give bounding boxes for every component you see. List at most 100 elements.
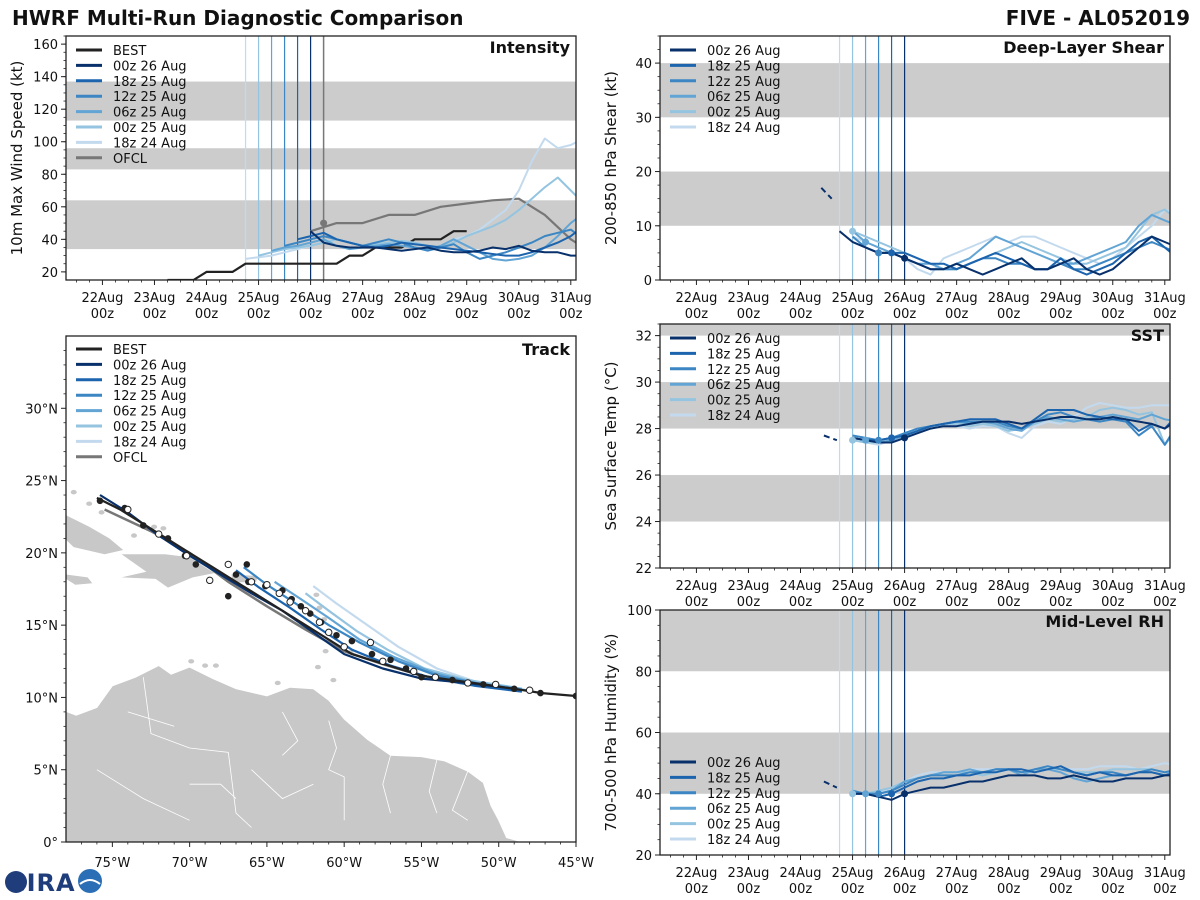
intensity-legend-label: 12z 25 Aug xyxy=(113,90,187,105)
intensity-legend-label: 00z 25 Aug xyxy=(113,121,187,136)
rh-ytick-label: 40 xyxy=(635,788,652,803)
shear-xtick-label: 00z xyxy=(737,307,761,322)
track-title: Track xyxy=(522,340,570,359)
rh-ylabel: 700-500 hPa Humidity (%) xyxy=(602,633,620,831)
figure-title: HWRF Multi-Run Diagnostic Comparison xyxy=(12,6,463,30)
sst-legend-label: 18z 24 Aug xyxy=(707,409,781,424)
shear-xtick-label: 31Aug xyxy=(1144,291,1186,306)
sst-xtick-label: 30Aug xyxy=(1092,579,1134,594)
track-open-dot xyxy=(224,560,232,569)
land-island xyxy=(70,489,77,495)
intensity-ytick-label: 80 xyxy=(41,168,58,183)
track-open-dot xyxy=(155,530,163,538)
rh-xtick-label: 27Aug xyxy=(936,866,978,881)
sst-xtick-label: 00z xyxy=(893,595,917,610)
track-best-dot xyxy=(418,673,425,681)
rh-xtick-label: 28Aug xyxy=(988,866,1030,881)
intensity-xtick-label: 23Aug xyxy=(134,291,176,306)
sst-init-marker-4 xyxy=(849,436,857,444)
rh-xtick-label: 00z xyxy=(893,882,917,897)
land-island xyxy=(313,592,320,597)
shear-series-line-1 xyxy=(852,235,1170,276)
rh-title: Mid-Level RH xyxy=(1045,612,1164,631)
track-best-dot xyxy=(333,631,340,639)
track-open-dot xyxy=(340,643,348,651)
shear-band-0 xyxy=(660,171,1170,226)
map-border xyxy=(142,677,252,828)
intensity-xtick-label: 26Aug xyxy=(290,291,332,306)
track-ytick-label: 5°N xyxy=(34,764,59,779)
sst-init-marker-1 xyxy=(888,434,896,442)
intensity-ofcl-line xyxy=(310,197,576,244)
shear-init-marker-2 xyxy=(875,249,883,257)
land-island xyxy=(330,677,337,683)
rh-ytick-label: 100 xyxy=(627,604,652,619)
panel-sst: 22242628303222Aug00z23Aug00z24Aug00z25Au… xyxy=(602,323,1186,610)
intensity-xtick-label: 30Aug xyxy=(498,291,540,306)
rh-plot-area xyxy=(660,610,1170,855)
rh-band-1 xyxy=(660,610,1170,672)
rh-xtick-label: 00z xyxy=(1101,882,1125,897)
track-xtick-label: 75°W xyxy=(94,856,130,871)
land-island xyxy=(86,501,93,506)
sst-ytick-label: 24 xyxy=(635,516,652,531)
track-line-0 xyxy=(99,494,515,690)
land-island xyxy=(212,663,219,668)
track-open-dot xyxy=(182,552,191,560)
shear-xtick-label: 00z xyxy=(841,307,865,322)
land-panama xyxy=(66,711,82,730)
panel-rh: 2040608010022Aug00z23Aug00z24Aug00z25Aug… xyxy=(602,604,1186,897)
sst-xtick-label: 28Aug xyxy=(988,579,1030,594)
sst-ytick-label: 26 xyxy=(635,469,652,484)
intensity-series-line-4 xyxy=(258,176,576,257)
track-best-dot xyxy=(449,676,456,684)
shear-xtick-label: 00z xyxy=(1101,307,1125,322)
map-border xyxy=(96,769,190,821)
intensity-ytick-label: 160 xyxy=(33,38,58,53)
shear-legend-label: 18z 25 Aug xyxy=(707,59,781,74)
intensity-legend-label: OFCL xyxy=(113,152,148,167)
intensity-plot-area xyxy=(66,36,576,280)
track-best-dot xyxy=(164,535,172,542)
rh-xtick-label: 00z xyxy=(841,882,865,897)
rh-init-marker-3 xyxy=(862,790,870,798)
intensity-xtick-label: 22Aug xyxy=(81,291,123,306)
track-ytick-label: 25°N xyxy=(25,475,58,490)
track-open-dot xyxy=(206,576,214,585)
rh-xtick-label: 00z xyxy=(1153,882,1177,897)
track-best-dot xyxy=(368,650,376,658)
track-ytick-label: 15°N xyxy=(25,619,58,634)
map-border xyxy=(428,759,438,814)
sst-xtick-label: 24Aug xyxy=(780,579,822,594)
intensity-xtick-label: 00z xyxy=(143,307,167,322)
shear-series-line-0 xyxy=(838,230,1170,276)
land-island xyxy=(98,510,105,515)
sst-plot-area xyxy=(660,324,1170,568)
track-map-area xyxy=(66,489,576,842)
shear-xtick-label: 28Aug xyxy=(988,291,1030,306)
shear-plot-area xyxy=(660,36,1170,280)
rh-xtick-label: 30Aug xyxy=(1092,866,1134,881)
land-island xyxy=(160,526,167,531)
map-border xyxy=(127,711,175,727)
track-ytick-label: 30°N xyxy=(25,402,58,417)
land-island xyxy=(131,533,137,538)
land-cuba xyxy=(66,515,124,555)
track-best-dot xyxy=(243,561,251,568)
sst-ytick-label: 22 xyxy=(635,562,652,577)
track-ytick-label: 20°N xyxy=(25,547,58,562)
track-legend-label: 12z 25 Aug xyxy=(113,389,187,404)
track-open-dot xyxy=(464,679,472,687)
sst-xtick-label: 25Aug xyxy=(832,579,874,594)
rh-xtick-label: 29Aug xyxy=(1040,866,1082,881)
intensity-xtick-label: 00z xyxy=(403,307,427,322)
intensity-xtick-label: 29Aug xyxy=(446,291,488,306)
intensity-xtick-label: 00z xyxy=(299,307,323,322)
shear-ytick-label: 20 xyxy=(635,166,652,181)
track-open-dot xyxy=(263,580,271,589)
panel-intensity: 2040608010012014016022Aug00z23Aug00z24Au… xyxy=(8,35,592,322)
